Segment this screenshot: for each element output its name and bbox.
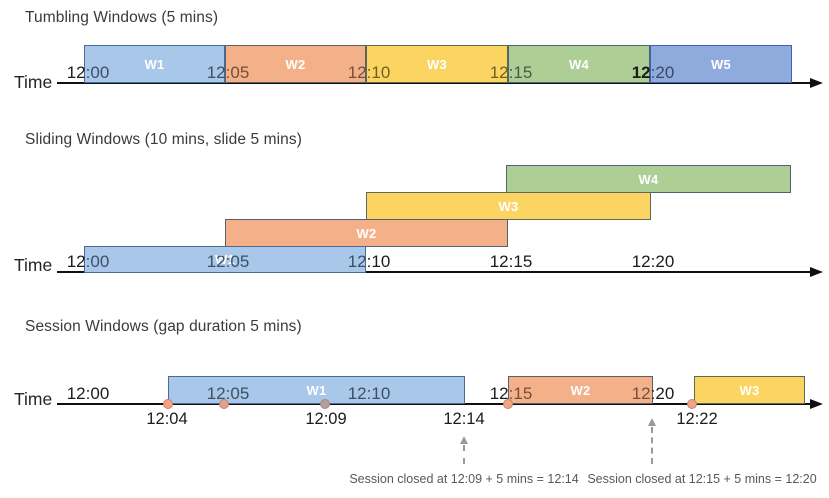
tick-part: 12:00 bbox=[66, 384, 110, 403]
session-session-closed-note-0: Session closed at 12:09 + 5 mins = 12:14 bbox=[349, 472, 579, 486]
tumbling-window-bar-w5: W5 bbox=[650, 45, 792, 83]
session-window-bar-w2: W2 bbox=[508, 376, 653, 404]
tick-part: :10 bbox=[366, 252, 391, 271]
tick-part: 12 bbox=[631, 63, 651, 82]
session-tick-label-2: 12:10 bbox=[348, 383, 391, 404]
sliding-window-label-w3: W3 bbox=[498, 198, 519, 214]
session-tick-label-3: 12:15 bbox=[490, 383, 533, 404]
tick-part: 12 bbox=[66, 63, 86, 82]
tumbling-window-label-w1: W1 bbox=[144, 56, 165, 72]
session-window-label-w3: W3 bbox=[739, 382, 760, 398]
session-event-dot-0 bbox=[163, 399, 173, 409]
tick-part: :15 bbox=[508, 63, 533, 82]
session-tick-label-4: 12:20 bbox=[632, 383, 675, 404]
session-time-axis-label: Time bbox=[14, 389, 53, 409]
session-axis-arrow-icon bbox=[810, 399, 823, 409]
sliding-tick-label-0: 12:00 bbox=[67, 251, 110, 272]
tumbling-window-bar-w4: W4 bbox=[508, 45, 650, 83]
tick-part: :15 bbox=[508, 384, 533, 403]
session-window-bar-w1: W1 bbox=[168, 376, 465, 404]
sliding-window-label-w1: W1 bbox=[214, 252, 236, 267]
session-window-label-w2: W2 bbox=[570, 382, 591, 398]
session-section-title: Session Windows (gap duration 5 mins) bbox=[25, 318, 302, 335]
session-tick-label-0: 12:00 bbox=[67, 383, 110, 404]
tick-part: 12:05 bbox=[206, 384, 250, 403]
session-event-time-label-1: 12:09 bbox=[305, 410, 347, 428]
tick-part: :00 bbox=[85, 63, 110, 82]
tumbling-tick-label-0: 12:00 bbox=[67, 62, 110, 83]
tick-part: :05 bbox=[225, 63, 250, 82]
session-event-time-label-2: 12:14 bbox=[443, 410, 485, 428]
session-session-closed-note-1: Session closed at 12:15 + 5 mins = 12:20 bbox=[587, 472, 817, 486]
tumbling-tick-label-1: 12:05 bbox=[207, 62, 250, 83]
sliding-window-label-w4: W4 bbox=[638, 171, 659, 187]
tumbling-window-label-w2: W2 bbox=[285, 56, 306, 72]
sliding-tick-label-3: 12:15 bbox=[490, 251, 533, 272]
tick-part: 12:20 bbox=[631, 252, 675, 271]
tick-part: :10 bbox=[366, 63, 391, 82]
session-event-time-label-3: 12:22 bbox=[676, 410, 718, 428]
session-dashed-arrow-head-0 bbox=[460, 436, 468, 444]
tumbling-section-title: Tumbling Windows (5 mins) bbox=[25, 9, 219, 26]
tick-part: 12 bbox=[347, 63, 367, 82]
tick-part: 12:15 bbox=[489, 252, 533, 271]
tumbling-window-bar-w3: W3 bbox=[366, 45, 508, 83]
sliding-tick-label-1: 12:05 bbox=[207, 251, 250, 272]
sliding-window-bar-w2: W2 bbox=[225, 219, 508, 247]
session-event-dot-3 bbox=[503, 399, 513, 409]
tumbling-axis-line bbox=[57, 82, 810, 84]
tumbling-time-axis-label: Time bbox=[14, 72, 53, 92]
tumbling-tick-label-3: 12:15 bbox=[490, 62, 533, 83]
sliding-tick-label-4: 12:20 bbox=[632, 251, 675, 272]
tick-part: 12 bbox=[206, 63, 226, 82]
session-dashed-arrow-head-1 bbox=[648, 418, 656, 426]
sliding-axis-arrow-icon bbox=[810, 267, 823, 277]
tick-part: 12 bbox=[347, 252, 367, 271]
session-event-time-label-0: 12:04 bbox=[146, 410, 188, 428]
tick-part: :20 bbox=[650, 384, 675, 403]
sliding-section-title: Sliding Windows (10 mins, slide 5 mins) bbox=[25, 131, 302, 148]
tumbling-window-label-w5: W5 bbox=[710, 56, 732, 72]
tick-part: :00 bbox=[85, 252, 110, 271]
tumbling-axis-arrow-icon bbox=[810, 78, 823, 88]
session-event-dot-2 bbox=[320, 399, 330, 409]
tick-part: 12 bbox=[489, 63, 509, 82]
tumbling-window-bar-w2: W2 bbox=[225, 45, 366, 83]
session-tick-label-1: 12:05 bbox=[207, 383, 250, 404]
tumbling-tick-label-4: 12:20 bbox=[632, 62, 675, 83]
sliding-axis-line bbox=[57, 271, 810, 273]
tick-part: 12 bbox=[489, 384, 509, 403]
sliding-window-bar-w3: W3 bbox=[366, 192, 651, 220]
tumbling-window-label-w4: W4 bbox=[568, 56, 590, 72]
tick-part: 12:10 bbox=[347, 384, 391, 403]
tumbling-window-bar-w1: W1 bbox=[84, 45, 225, 83]
session-window-bar-w3: W3 bbox=[694, 376, 805, 404]
session-window-label-w1: W1 bbox=[306, 382, 327, 398]
tick-part: 12:05 bbox=[206, 252, 250, 271]
session-event-dot-4 bbox=[687, 399, 697, 409]
tumbling-tick-label-2: 12:10 bbox=[348, 62, 391, 83]
session-dashed-arrow-line-1 bbox=[651, 427, 653, 464]
sliding-window-bar-w4: W4 bbox=[506, 165, 791, 193]
sliding-time-axis-label: Time bbox=[14, 255, 53, 275]
session-axis-line bbox=[57, 403, 810, 405]
sliding-window-label-w2: W2 bbox=[356, 225, 377, 241]
sliding-tick-label-2: 12:10 bbox=[348, 251, 391, 272]
session-event-dot-1 bbox=[219, 399, 229, 409]
tick-part: :20 bbox=[650, 63, 675, 82]
session-dashed-arrow-line-0 bbox=[463, 445, 465, 464]
sliding-window-bar-w1: W1 bbox=[84, 246, 366, 273]
tumbling-window-label-w3: W3 bbox=[426, 56, 448, 72]
tick-part: 12 bbox=[66, 252, 86, 271]
tick-part: 12 bbox=[631, 384, 651, 403]
